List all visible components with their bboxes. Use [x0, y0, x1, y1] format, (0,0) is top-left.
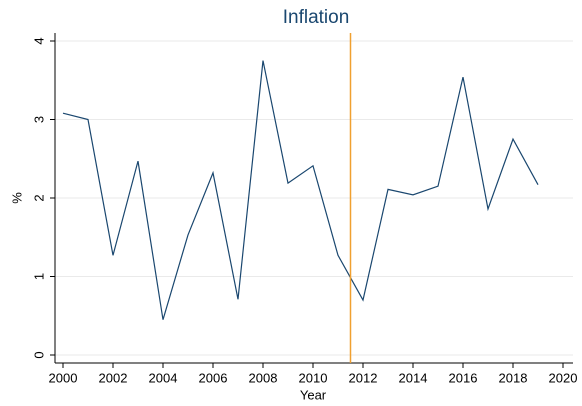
y-tick-label: 0: [31, 351, 46, 358]
x-tick-label: 2000: [49, 370, 78, 385]
y-tick-label: 3: [31, 116, 46, 123]
y-tick-label: 4: [31, 37, 46, 44]
y-tick-label: 2: [31, 194, 46, 201]
x-tick-label: 2004: [149, 370, 178, 385]
chart-title: Inflation: [283, 7, 350, 28]
x-tick-label: 2018: [499, 370, 528, 385]
x-tick-label: 2010: [299, 370, 328, 385]
y-tick-label: 1: [31, 273, 46, 280]
data-line: [62, 60, 539, 320]
x-tick-label: 2008: [249, 370, 278, 385]
x-tick-label: 2006: [199, 370, 228, 385]
x-tick-label: 2002: [99, 370, 128, 385]
x-tick-label: 2020: [549, 370, 578, 385]
y-axis-label: %: [9, 192, 24, 204]
x-tick-label: 2014: [399, 370, 428, 385]
x-tick-label: 2012: [349, 370, 378, 385]
x-tick-label: 2016: [449, 370, 478, 385]
x-axis-label: Year: [300, 387, 327, 402]
